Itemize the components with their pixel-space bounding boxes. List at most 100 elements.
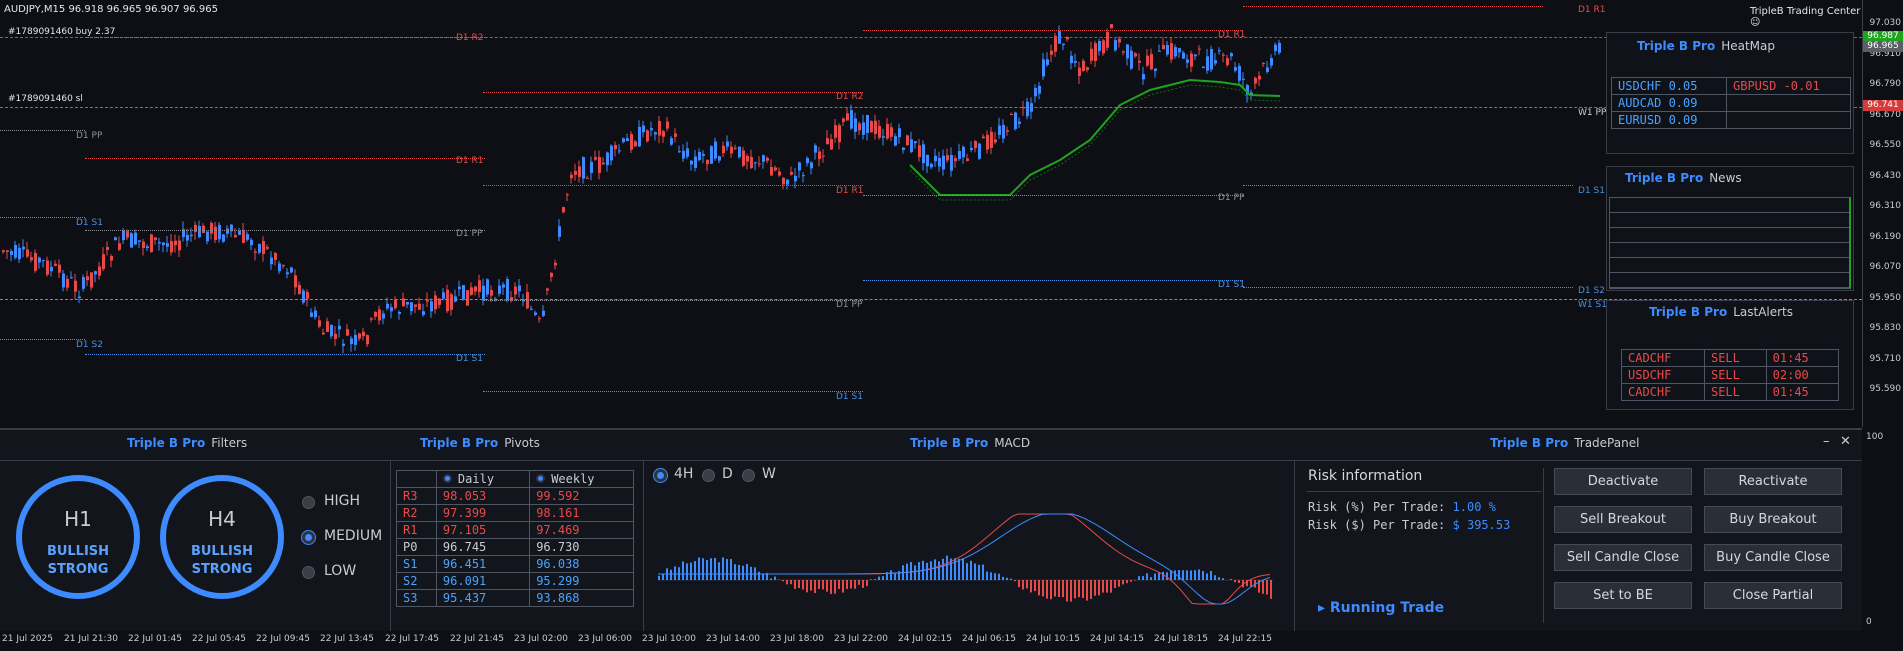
- level-d1-s1: D1 S1: [76, 218, 103, 228]
- candle-body: [766, 157, 769, 161]
- candle-body: [122, 230, 125, 241]
- macd-tf-w-radio[interactable]: [742, 469, 755, 482]
- candle-body: [606, 152, 609, 166]
- macd-histogram-bar: [1090, 580, 1092, 599]
- heatmap-row[interactable]: AUDCAD 0.09: [1611, 94, 1851, 112]
- macd-histogram-bar: [1198, 569, 1200, 580]
- macd-histogram-bar: [718, 562, 720, 580]
- candle-body: [730, 146, 733, 154]
- price-tick: 96.550: [1869, 140, 1902, 150]
- candle-body: [642, 125, 645, 133]
- buy-breakout-button[interactable]: Buy Breakout: [1704, 506, 1842, 533]
- candle-body: [538, 318, 541, 320]
- candle-body: [902, 147, 905, 150]
- candle-body: [22, 246, 25, 250]
- macd-histogram-bar: [1002, 576, 1004, 580]
- alerts-panel: Triple B Pro LastAlerts CADCHF SELL 01:45 US…: [1606, 300, 1854, 410]
- news-list[interactable]: [1609, 197, 1851, 289]
- alerts-title: Triple B Pro LastAlerts: [1649, 305, 1794, 319]
- candle-body: [1246, 85, 1249, 95]
- macd-histogram-bar: [874, 579, 876, 580]
- reactivate-button[interactable]: Reactivate: [1704, 468, 1842, 495]
- candle-body: [266, 247, 269, 249]
- macd-histogram-bar: [1178, 570, 1180, 580]
- heatmap-row[interactable]: USDCHF 0.05 GBPUSD -0.01: [1611, 77, 1851, 95]
- macd-tf-4h-radio[interactable]: [654, 469, 667, 482]
- candle-body: [354, 334, 357, 345]
- close-partial-button[interactable]: Close Partial: [1704, 582, 1842, 609]
- candle-body: [898, 128, 901, 138]
- time-axis[interactable]: 21 Jul 2025 21 Jul 21:30 22 Jul 01:45 22 Ju…: [0, 631, 1903, 651]
- sell-breakout-button[interactable]: Sell Breakout: [1554, 506, 1692, 533]
- macd-histogram-bar: [970, 560, 972, 580]
- candle-body: [86, 276, 89, 281]
- time-tick: 22 Jul 17:45: [385, 634, 439, 644]
- candle-body: [846, 113, 849, 121]
- deactivate-button[interactable]: Deactivate: [1554, 468, 1692, 495]
- candle-body: [174, 240, 177, 246]
- candle-body: [1114, 40, 1117, 51]
- candle-body: [834, 125, 837, 138]
- candle-body: [1170, 43, 1173, 60]
- risk-divider: [1306, 491, 1542, 492]
- candle-body: [478, 280, 481, 293]
- level-line: [1243, 287, 1573, 288]
- macd-histogram-bar: [1106, 580, 1108, 593]
- macd-histogram-bar: [1150, 577, 1152, 580]
- candle-body: [162, 242, 165, 246]
- sell-candle-close-button[interactable]: Sell Candle Close: [1554, 544, 1692, 571]
- candle-body: [178, 240, 181, 251]
- candle-body: [38, 257, 41, 263]
- price-tick: 96.190: [1869, 231, 1902, 242]
- alert-row[interactable]: USDCHF SELL 02:00: [1621, 366, 1840, 384]
- close-button[interactable]: ✕: [1840, 434, 1851, 449]
- radio-low[interactable]: [302, 566, 315, 579]
- set-to-be-button[interactable]: Set to BE: [1554, 582, 1692, 609]
- pivot-key: S3: [396, 589, 437, 607]
- heatmap-row[interactable]: EURUSD 0.09: [1611, 111, 1851, 129]
- alert-time: 01:45: [1765, 383, 1840, 401]
- candle-body: [1050, 50, 1053, 55]
- candle-body: [130, 233, 133, 248]
- heatmap-cell-negative: [1726, 94, 1851, 112]
- alert-row[interactable]: CADCHF SELL 01:45: [1621, 349, 1840, 367]
- buy-candle-close-button[interactable]: Buy Candle Close: [1704, 544, 1842, 571]
- candle-body: [746, 155, 749, 162]
- macd-histogram-bar: [978, 564, 980, 580]
- pivot-row: R2 97.399 98.161: [396, 504, 634, 522]
- time-tick: 23 Jul 10:00: [642, 634, 696, 644]
- level-d1-r1: D1 R1: [456, 156, 484, 166]
- macd-histogram-bar: [726, 559, 728, 580]
- macd-histogram-bar: [1186, 570, 1188, 580]
- pivot-weekly: 97.469: [529, 521, 634, 539]
- candle-body: [890, 127, 893, 137]
- macd-histogram-bar: [762, 573, 764, 580]
- macd-histogram-bar: [954, 558, 956, 580]
- radio-medium[interactable]: [302, 531, 315, 544]
- candle-body: [2, 250, 5, 252]
- candle-body: [398, 311, 401, 314]
- pivots-col-weekly: Weekly: [529, 470, 634, 488]
- candle-body: [1010, 114, 1013, 116]
- macd-histogram-bar: [1134, 580, 1136, 581]
- radio-high[interactable]: [302, 496, 315, 509]
- macd-histogram-bar: [1042, 580, 1044, 597]
- candle-body: [586, 177, 589, 179]
- order-sl-line[interactable]: [0, 107, 1862, 108]
- price-tick: 97.030: [1869, 18, 1902, 28]
- price-axis[interactable]: 97.030 96.910 96.790 96.670 96.550 96.430 96.3…: [1862, 0, 1903, 427]
- time-tick: 22 Jul 01:45: [128, 634, 182, 644]
- price-chart[interactable]: AUDJPY,M15 96.918 96.965 96.907 96.965 #…: [0, 0, 1870, 427]
- minimize-button[interactable]: –: [1823, 434, 1830, 449]
- order-buy-line[interactable]: [0, 37, 1862, 38]
- candle-body: [982, 136, 985, 139]
- pivot-row: P0 96.745 96.730: [396, 538, 634, 556]
- macd-histogram-bar: [730, 559, 732, 580]
- candle-body: [886, 124, 889, 139]
- running-trade-toggle[interactable]: ▸ Running Trade: [1318, 600, 1445, 616]
- h4-trend-gauge: H4 BULLISH STRONG: [160, 475, 284, 599]
- candle-body: [254, 251, 257, 253]
- candle-body: [402, 298, 405, 307]
- macd-tf-d-radio[interactable]: [702, 469, 715, 482]
- alert-row[interactable]: CADCHF SELL 01:45: [1621, 383, 1840, 401]
